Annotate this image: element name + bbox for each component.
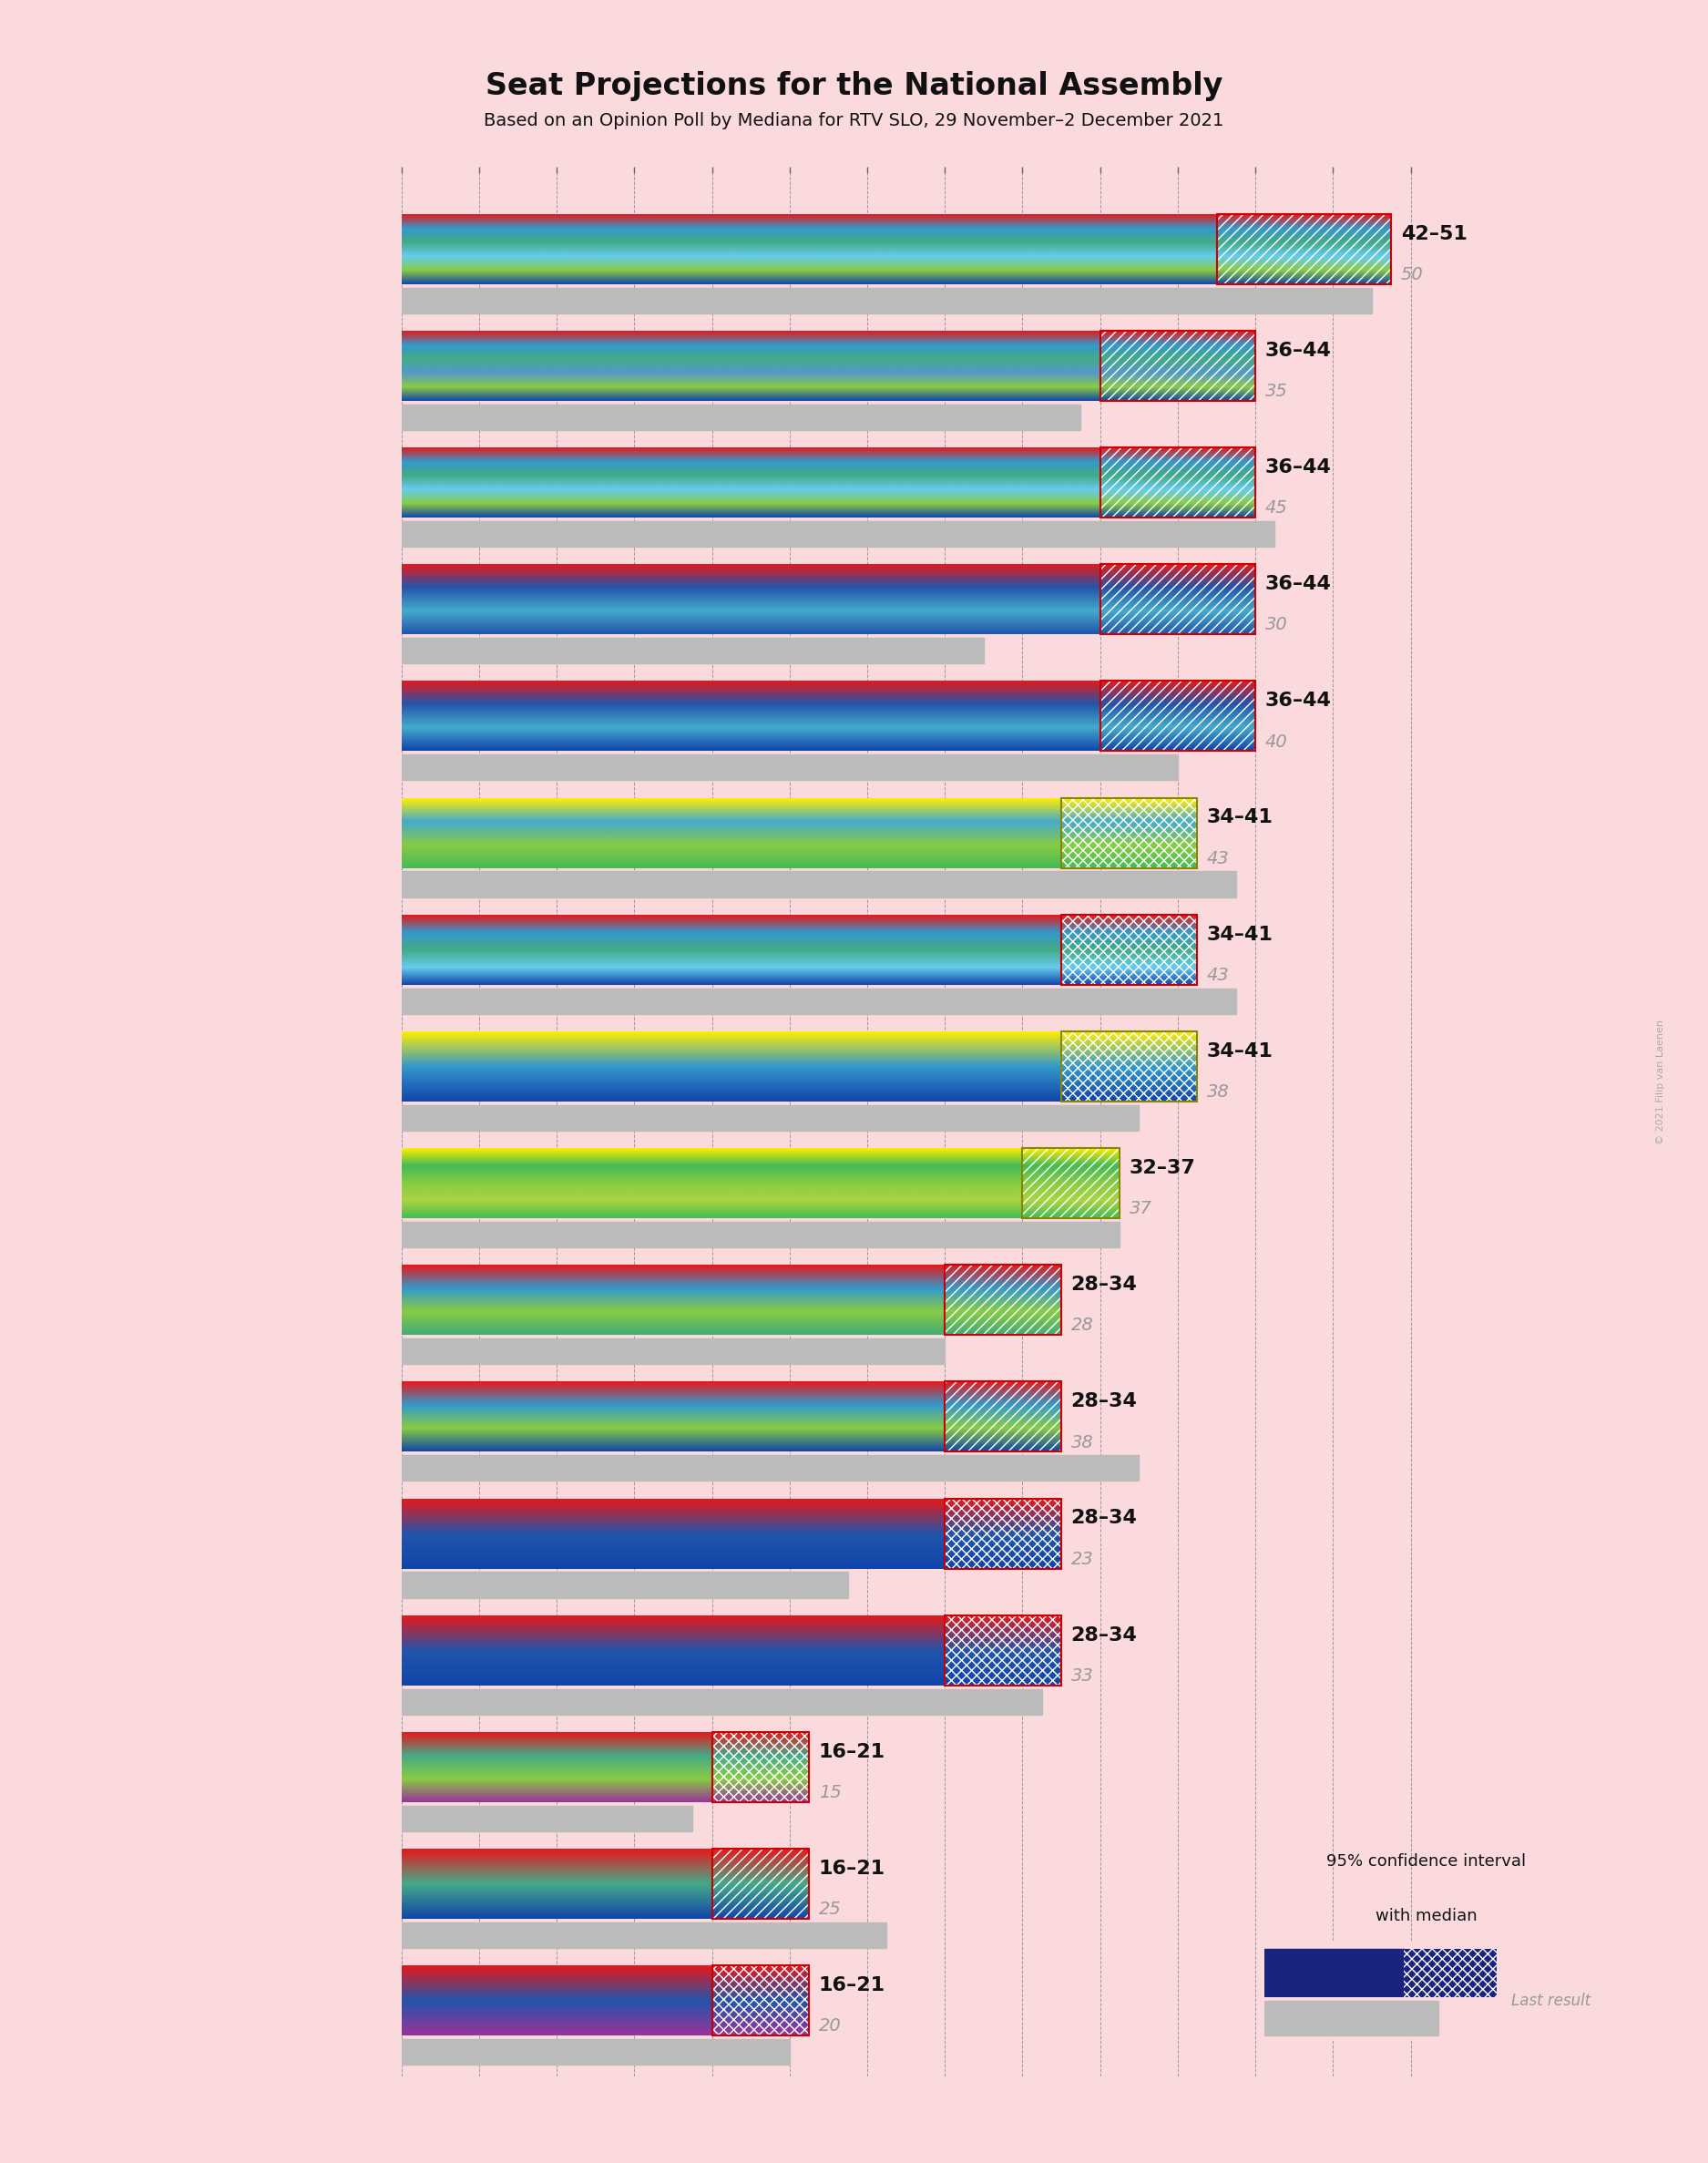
Text: Based on an Opinion Poll by Mediana for RTV SLO, 29 November–2 December 2021: Based on an Opinion Poll by Mediana for … <box>483 112 1225 130</box>
Bar <box>1216 214 1392 283</box>
Bar <box>1216 214 1392 283</box>
Bar <box>1100 565 1255 634</box>
Bar <box>401 755 1179 781</box>
Text: 33: 33 <box>1071 1668 1093 1685</box>
Text: 40: 40 <box>1266 733 1288 751</box>
Bar <box>945 1382 1061 1451</box>
Bar <box>1061 915 1197 984</box>
Text: 36–44: 36–44 <box>1266 459 1332 476</box>
Bar <box>712 1849 810 1919</box>
Bar <box>1023 1149 1119 1218</box>
Bar <box>1404 1949 1496 2014</box>
Text: 42–51: 42–51 <box>1401 225 1467 242</box>
Text: 37: 37 <box>1129 1200 1151 1218</box>
Text: 15: 15 <box>818 1784 842 1802</box>
Bar <box>401 1456 1139 1482</box>
Bar <box>945 1382 1061 1451</box>
Text: 28–34: 28–34 <box>1071 1393 1138 1410</box>
Text: 36–44: 36–44 <box>1266 692 1332 709</box>
Bar <box>401 1689 1042 1715</box>
Text: 23: 23 <box>1071 1551 1093 1568</box>
Bar <box>712 1733 810 1802</box>
Text: Last result: Last result <box>1512 1992 1592 2009</box>
Bar <box>712 1733 810 1802</box>
Bar <box>401 521 1274 547</box>
Bar <box>712 1966 810 2035</box>
Bar <box>401 1806 692 1832</box>
Text: 32–37: 32–37 <box>1129 1159 1196 1177</box>
Text: 20: 20 <box>818 2018 842 2035</box>
Text: 38: 38 <box>1208 1084 1230 1101</box>
Text: 43: 43 <box>1208 850 1230 867</box>
Text: 16–21: 16–21 <box>818 1860 885 1877</box>
Text: 34–41: 34–41 <box>1208 926 1272 943</box>
Text: 43: 43 <box>1208 967 1230 984</box>
Bar <box>401 1105 1139 1131</box>
Text: Seat Projections for the National Assembly: Seat Projections for the National Assemb… <box>485 71 1223 102</box>
Text: 36–44: 36–44 <box>1266 342 1332 359</box>
Text: 30: 30 <box>1266 616 1288 634</box>
Bar <box>401 288 1372 314</box>
Bar <box>1100 448 1255 517</box>
Bar <box>1264 2001 1438 2035</box>
Bar <box>1023 1149 1119 1218</box>
Text: 28–34: 28–34 <box>1071 1627 1138 1644</box>
Text: with median: with median <box>1375 1908 1477 1925</box>
Text: 36–44: 36–44 <box>1266 575 1332 593</box>
Bar <box>1061 1032 1197 1101</box>
Bar <box>401 638 984 664</box>
Text: 45: 45 <box>1266 500 1288 517</box>
Text: 28: 28 <box>1071 1317 1093 1335</box>
Text: 16–21: 16–21 <box>818 1977 885 1994</box>
Bar <box>945 1265 1061 1335</box>
Bar <box>401 2040 789 2066</box>
Bar <box>1100 448 1255 517</box>
Bar <box>1100 681 1255 751</box>
Bar <box>945 1616 1061 1685</box>
Text: 50: 50 <box>1401 266 1423 283</box>
Bar <box>945 1499 1061 1568</box>
Text: 25: 25 <box>818 1901 842 1919</box>
Bar <box>401 1222 1119 1248</box>
Bar <box>1061 915 1197 984</box>
Bar <box>401 404 1081 430</box>
Bar <box>401 1923 886 1949</box>
Bar <box>945 1616 1061 1685</box>
Bar <box>1264 1949 1404 2014</box>
Text: 95% confidence interval: 95% confidence interval <box>1327 1854 1525 1869</box>
Text: 34–41: 34–41 <box>1208 1043 1272 1060</box>
Bar <box>401 1339 945 1365</box>
Text: 35: 35 <box>1266 383 1288 400</box>
Bar <box>401 988 1237 1014</box>
Bar <box>945 1265 1061 1335</box>
Bar <box>712 1849 810 1919</box>
Bar <box>1100 681 1255 751</box>
Text: © 2021 Filip van Laenen: © 2021 Filip van Laenen <box>1655 1019 1665 1144</box>
Bar <box>1100 331 1255 400</box>
Bar <box>1100 331 1255 400</box>
Bar <box>945 1499 1061 1568</box>
Text: 28–34: 28–34 <box>1071 1276 1138 1293</box>
Text: 38: 38 <box>1071 1434 1093 1451</box>
Bar <box>1061 798 1197 867</box>
Bar <box>1061 798 1197 867</box>
Bar <box>712 1966 810 2035</box>
Text: 34–41: 34–41 <box>1208 809 1272 826</box>
Text: 16–21: 16–21 <box>818 1743 885 1761</box>
Bar <box>401 1573 847 1598</box>
Bar <box>1061 1032 1197 1101</box>
Text: 28–34: 28–34 <box>1071 1510 1138 1527</box>
Bar <box>401 872 1237 898</box>
Bar <box>1100 565 1255 634</box>
